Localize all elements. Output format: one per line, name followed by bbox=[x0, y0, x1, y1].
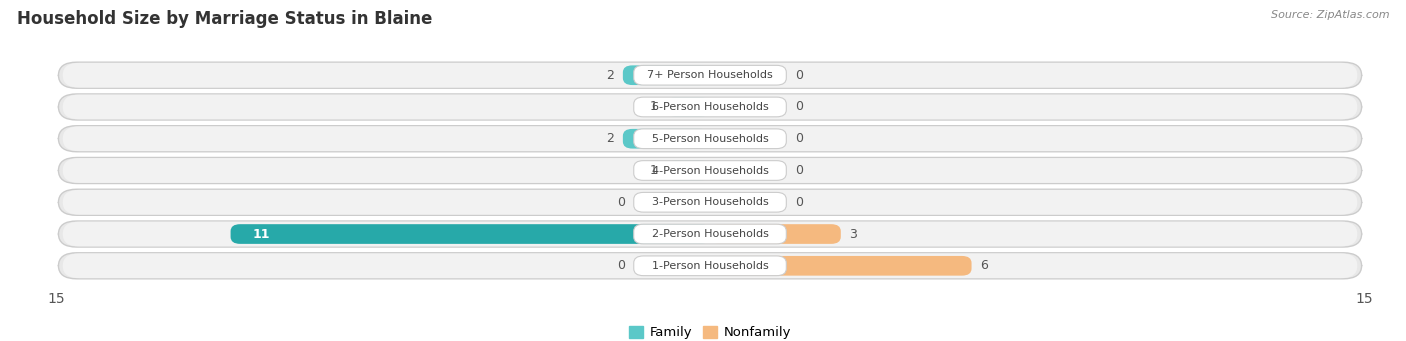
FancyBboxPatch shape bbox=[634, 256, 786, 276]
Text: 0: 0 bbox=[617, 196, 626, 209]
FancyBboxPatch shape bbox=[634, 97, 786, 117]
Text: 6-Person Households: 6-Person Households bbox=[651, 102, 769, 112]
FancyBboxPatch shape bbox=[63, 190, 1357, 214]
FancyBboxPatch shape bbox=[231, 224, 710, 244]
Legend: Family, Nonfamily: Family, Nonfamily bbox=[623, 321, 797, 341]
Text: 0: 0 bbox=[794, 196, 803, 209]
FancyBboxPatch shape bbox=[63, 253, 1357, 278]
FancyBboxPatch shape bbox=[59, 94, 1361, 120]
FancyBboxPatch shape bbox=[59, 253, 1361, 279]
Text: 3-Person Households: 3-Person Households bbox=[651, 197, 769, 207]
Text: 1: 1 bbox=[650, 101, 658, 114]
Text: Household Size by Marriage Status in Blaine: Household Size by Marriage Status in Bla… bbox=[17, 10, 432, 28]
Text: 11: 11 bbox=[253, 227, 270, 240]
FancyBboxPatch shape bbox=[63, 158, 1357, 183]
Text: 0: 0 bbox=[617, 259, 626, 272]
FancyBboxPatch shape bbox=[59, 221, 1361, 247]
Text: 4-Person Households: 4-Person Households bbox=[651, 165, 769, 176]
Text: 0: 0 bbox=[794, 101, 803, 114]
FancyBboxPatch shape bbox=[666, 161, 710, 180]
FancyBboxPatch shape bbox=[666, 97, 710, 117]
Text: 1: 1 bbox=[650, 164, 658, 177]
FancyBboxPatch shape bbox=[63, 94, 1357, 119]
FancyBboxPatch shape bbox=[623, 65, 710, 85]
FancyBboxPatch shape bbox=[710, 224, 841, 244]
FancyBboxPatch shape bbox=[63, 127, 1357, 151]
Text: 0: 0 bbox=[794, 132, 803, 145]
FancyBboxPatch shape bbox=[634, 224, 786, 244]
Text: 2: 2 bbox=[606, 132, 614, 145]
Text: 0: 0 bbox=[794, 164, 803, 177]
Text: 2: 2 bbox=[606, 69, 614, 82]
FancyBboxPatch shape bbox=[63, 63, 1357, 88]
Text: 2-Person Households: 2-Person Households bbox=[651, 229, 769, 239]
FancyBboxPatch shape bbox=[634, 65, 786, 85]
FancyBboxPatch shape bbox=[634, 161, 786, 180]
Text: 5-Person Households: 5-Person Households bbox=[651, 134, 769, 144]
FancyBboxPatch shape bbox=[59, 62, 1361, 88]
FancyBboxPatch shape bbox=[63, 222, 1357, 247]
FancyBboxPatch shape bbox=[634, 192, 786, 212]
FancyBboxPatch shape bbox=[634, 129, 786, 149]
FancyBboxPatch shape bbox=[623, 129, 710, 149]
FancyBboxPatch shape bbox=[59, 189, 1361, 215]
Text: 1-Person Households: 1-Person Households bbox=[651, 261, 769, 271]
Text: 0: 0 bbox=[794, 69, 803, 82]
FancyBboxPatch shape bbox=[59, 158, 1361, 183]
Text: 3: 3 bbox=[849, 227, 858, 240]
Text: Source: ZipAtlas.com: Source: ZipAtlas.com bbox=[1271, 10, 1389, 20]
Text: 6: 6 bbox=[980, 259, 988, 272]
FancyBboxPatch shape bbox=[59, 126, 1361, 152]
Text: 7+ Person Households: 7+ Person Households bbox=[647, 70, 773, 80]
FancyBboxPatch shape bbox=[710, 256, 972, 276]
